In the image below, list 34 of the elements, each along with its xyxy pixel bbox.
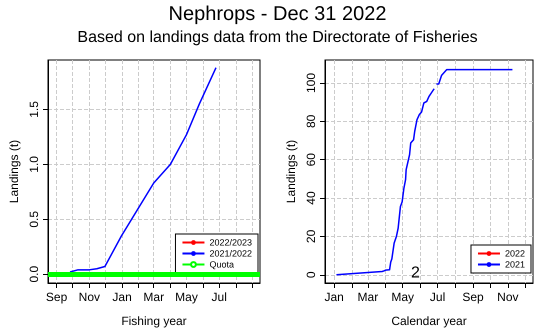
legend-label: Quota: [209, 260, 234, 270]
y-tick-label: 100: [304, 72, 318, 94]
legend-label: 2021/2022: [209, 248, 252, 258]
x-tick-label: Sep: [46, 290, 68, 304]
x-tick-label: Sep: [462, 290, 484, 304]
chart-subtitle: Based on landings data from the Directorate of Fisheries: [76, 29, 479, 47]
x-tick-label: Jan: [112, 290, 132, 304]
x-tick-label: Jul: [212, 290, 227, 304]
x-tick-label: Jan: [324, 290, 344, 304]
annotation: 2: [411, 264, 420, 282]
x-tick-label: Mar: [143, 290, 164, 304]
x-tick-label: Nov: [497, 290, 519, 304]
y-axis-title: Landings (t): [284, 140, 298, 204]
y-axis-title: Landings (t): [7, 140, 21, 204]
y-tick-label: 1.5: [27, 100, 41, 118]
legend-label: 2021: [504, 260, 526, 270]
x-tick-label: Nov: [78, 290, 100, 304]
x-tick-label: Mar: [358, 290, 378, 304]
x-axis-title: Fishing year: [121, 314, 187, 328]
y-tick-label: 0.5: [27, 210, 41, 228]
x-tick-label: Jul: [430, 290, 446, 304]
y-tick-label: 1.0: [27, 156, 41, 173]
x-axis-title: Calendar year: [391, 314, 467, 328]
legend-label: 2022: [504, 248, 526, 258]
x-tick-label: May: [175, 290, 198, 304]
y-tick-label: 0.0: [27, 266, 41, 283]
y-tick-label: 0: [304, 271, 318, 278]
y-tick-label: 20: [304, 229, 318, 244]
chart-title: Nephrops - Dec 31 2022: [168, 2, 388, 26]
y-tick-label: 40: [304, 191, 318, 205]
legend-label: 2022/2023: [209, 238, 252, 248]
x-tick-label: May: [391, 290, 414, 304]
y-tick-label: 80: [304, 114, 318, 128]
y-tick-label: 60: [304, 152, 318, 166]
